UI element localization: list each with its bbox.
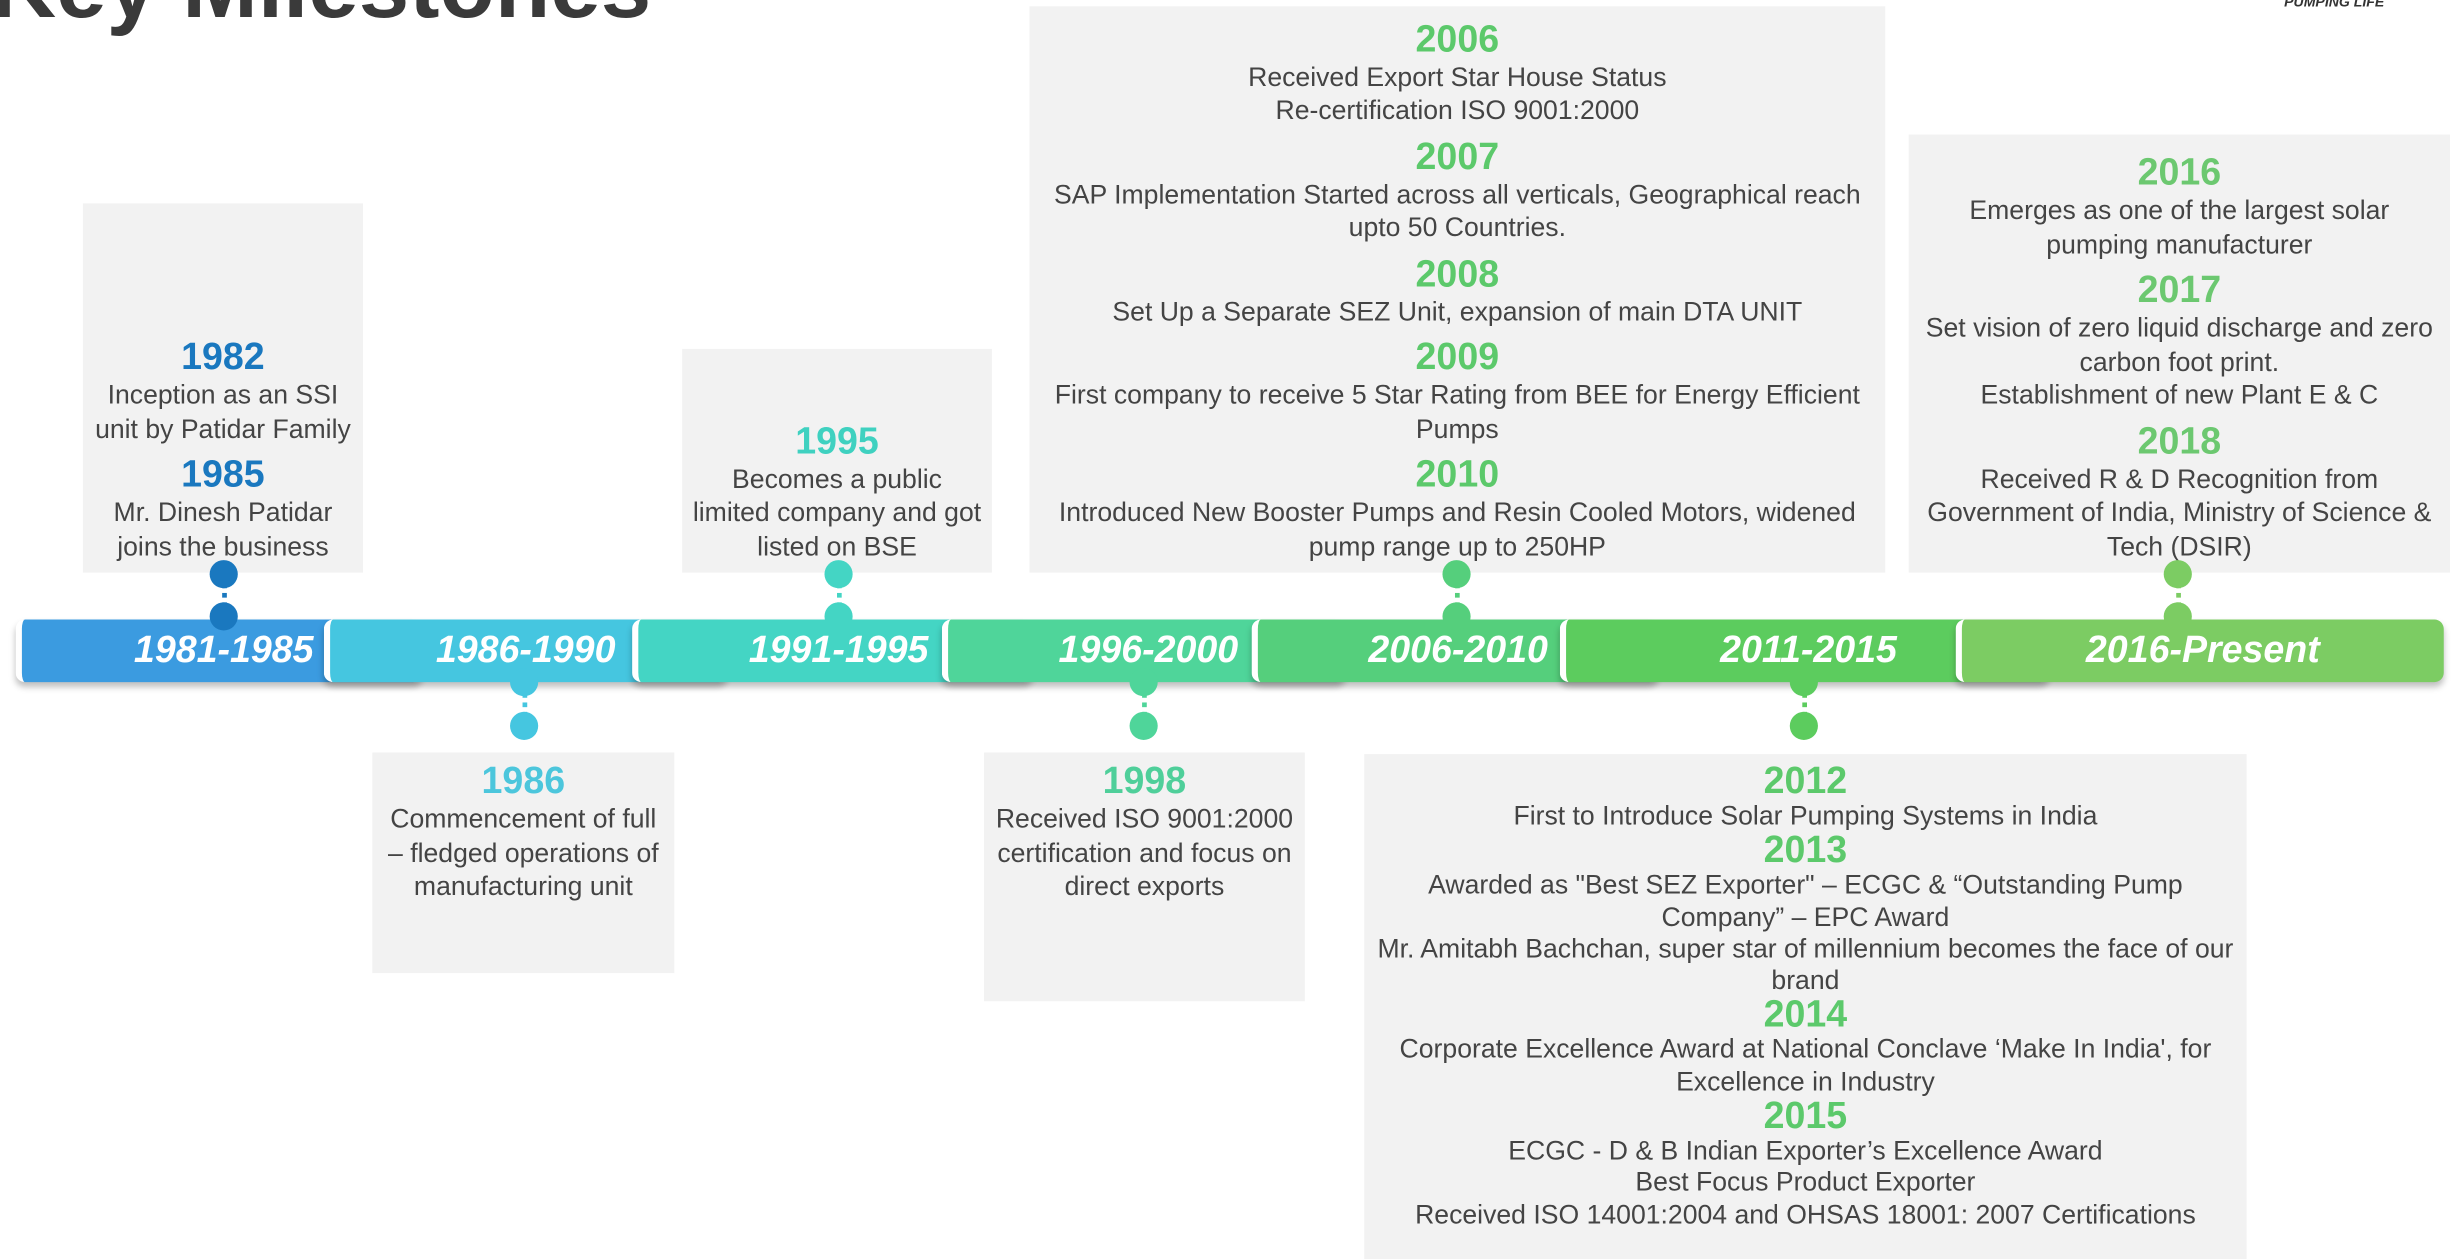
connector (1801, 682, 1807, 726)
connector (221, 574, 227, 617)
milestone-year: 2017 (2137, 269, 2222, 312)
connector-dot (209, 602, 238, 631)
connector (1141, 682, 1146, 726)
period-segment: 2016-Present (1955, 619, 2444, 683)
milestone-text: Awarded as "Best SEZ Exporter" – ECGC & … (1428, 870, 2183, 932)
milestone-box: 2016 Emerges as one of the largest solar … (1908, 134, 2451, 573)
milestone-year: 2007 (1415, 135, 1500, 178)
connector-dot (824, 602, 853, 631)
connector-dot (1442, 560, 1471, 589)
milestone-text: Inception as an SSI unit by Patidar Fami… (95, 380, 351, 444)
milestone-text: Emerges as one of the largest solar pump… (1969, 195, 2390, 259)
period-label: 1991-1995 (748, 628, 929, 672)
connector (2175, 574, 2181, 617)
milestone-text: Set Up a Separate SEZ Unit, expansion of… (1112, 296, 1803, 327)
connector-dot (1442, 602, 1471, 631)
milestone-text: Set vision of zero liquid discharge and … (1925, 312, 2433, 377)
connector-dot (1789, 668, 1818, 697)
milestone-box: 1995 Becomes a public limited company and… (682, 348, 992, 573)
connector-dot (1789, 711, 1818, 741)
connector-dot (209, 560, 238, 589)
milestone-text: Re-certification ISO 9001:2000 (1275, 95, 1640, 126)
milestone-year: 1986 (481, 760, 566, 803)
period-label: 1981-1985 (133, 628, 314, 672)
milestone-text: Received Export Star House Status (1248, 61, 1667, 92)
milestone-year: 2006 (1415, 17, 1500, 61)
milestone-text: Received ISO 14001:2004 and OHSAS 18001:… (1415, 1199, 2196, 1230)
connector-dot (2163, 560, 2192, 589)
connector (836, 574, 841, 617)
period-label: 2016-Present (2085, 628, 2320, 672)
milestone-text: First to Introduce Solar Pumping Systems… (1513, 801, 2098, 831)
milestone-text: Introduced New Booster Pumps and Resin C… (1058, 497, 1856, 561)
milestone-text: Mr. Dinesh Patidar joins the business (113, 497, 333, 561)
milestone-year: 1995 (795, 420, 879, 463)
milestone-text: ECGC - D & B Indian Exporter’s Excellenc… (1508, 1135, 2103, 1166)
milestone-text: First company to receive 5 Star Rating f… (1054, 380, 1860, 444)
milestone-year: 2015 (1763, 1095, 1848, 1138)
milestone-text: Best Focus Product Exporter (1635, 1167, 1976, 1198)
slide-title: Key Milestones (0, 0, 651, 39)
milestone-box: 2006 Received Export Star House Status Re-… (1029, 6, 1886, 573)
milestone-text: Commencement of full – fledged operation… (388, 804, 659, 902)
milestone-text: Becomes a public limited company and got… (692, 463, 982, 561)
milestone-year: 2018 (2137, 420, 2222, 463)
milestone-year: 2016 (2137, 151, 2222, 194)
milestone-box: 1986 Commencement of full – fledged opera… (372, 752, 675, 974)
milestone-text: Received ISO 9001:2000 certification and… (995, 804, 1294, 902)
milestone-year: 1982 (181, 336, 265, 379)
connector-dot (510, 711, 539, 741)
milestone-text: SAP Implementation Started across all ve… (1053, 179, 1861, 243)
milestone-text: Establishment of new Plant E & C (1980, 380, 2379, 410)
connector-dot (510, 668, 539, 697)
period-label: 1986-1990 (435, 628, 616, 672)
period-label: 2006-2010 (1368, 628, 1548, 672)
milestone-year: 2010 (1415, 453, 1500, 496)
connector-dot (2163, 602, 2192, 631)
connector-dot (1129, 711, 1158, 741)
connector (521, 682, 527, 726)
milestone-year: 1998 (1102, 760, 1187, 803)
period-label: 2011-2015 (1720, 628, 1897, 672)
milestone-box: 1998 Received ISO 9001:2000 certification… (984, 752, 1305, 1002)
milestone-year: 2009 (1415, 336, 1500, 379)
milestone-box: 1982 Inception as an SSI unit by Patidar … (82, 203, 363, 573)
period-label: 1996-2000 (1058, 628, 1239, 672)
milestone-text: Received R & D Recognition from Governme… (1927, 463, 2432, 561)
milestone-year: 1985 (181, 453, 265, 496)
connector-dot (824, 560, 853, 589)
milestone-text: Corporate Excellence Award at National C… (1399, 1034, 2212, 1097)
logo-text: PUMPING LIFE (2284, 0, 2385, 10)
connector (1454, 574, 1459, 617)
milestone-year: 2014 (1763, 994, 1848, 1037)
milestone-year: 2008 (1415, 252, 1500, 295)
milestone-year: 2013 (1763, 829, 1848, 872)
connector-dot (1129, 668, 1158, 697)
milestone-box: 2012 First to Introduce Solar Pumping Sys… (1364, 754, 2247, 1259)
milestone-year: 2012 (1763, 760, 1848, 803)
milestone-text: Mr. Amitabh Bachchan, super star of mill… (1377, 933, 2234, 996)
